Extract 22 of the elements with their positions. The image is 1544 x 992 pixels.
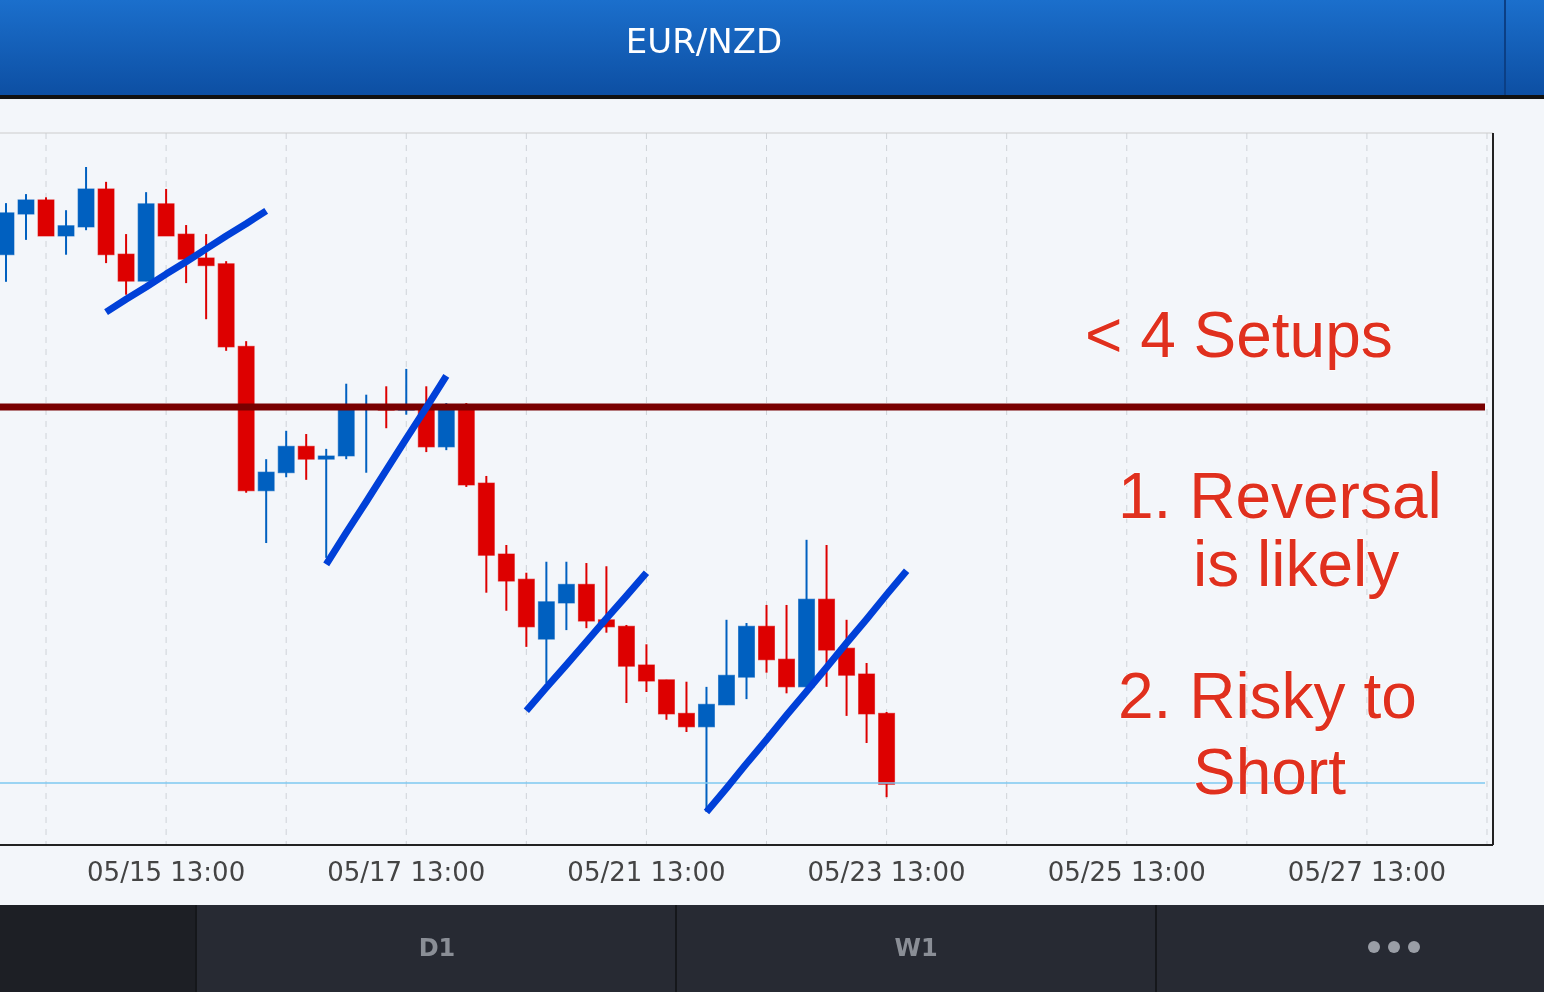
x-tick-label: 05/15 13:00: [87, 857, 246, 887]
text: D1: [418, 934, 456, 962]
candlestick: [317, 447, 335, 559]
candlestick: [197, 233, 215, 321]
x-tick-label: 05/21 13:00: [567, 857, 726, 887]
candlestick: [637, 643, 655, 694]
x-tick-label: 05/27 13:00: [1287, 857, 1446, 887]
annotation: 1. Reversal is likely: [1118, 460, 1442, 600]
candlestick: [17, 193, 35, 241]
annotation: 2. Risky to Short: [1118, 660, 1417, 808]
candlestick: [677, 680, 695, 734]
candlestick: [557, 560, 575, 632]
candlestick: [57, 209, 75, 256]
candlestick: [257, 458, 275, 545]
annotation: < 4 Setups: [1085, 299, 1393, 371]
x-tick-label: 05/25 13:00: [1047, 857, 1206, 887]
text: W1: [894, 934, 938, 962]
candlestick: [697, 685, 715, 813]
x-tick-label: 05/17 13:00: [327, 857, 486, 887]
x-tick-label: 05/23 13:00: [807, 857, 966, 887]
chart-title: EUR/NZD: [625, 21, 783, 61]
candlestick: [297, 433, 315, 481]
